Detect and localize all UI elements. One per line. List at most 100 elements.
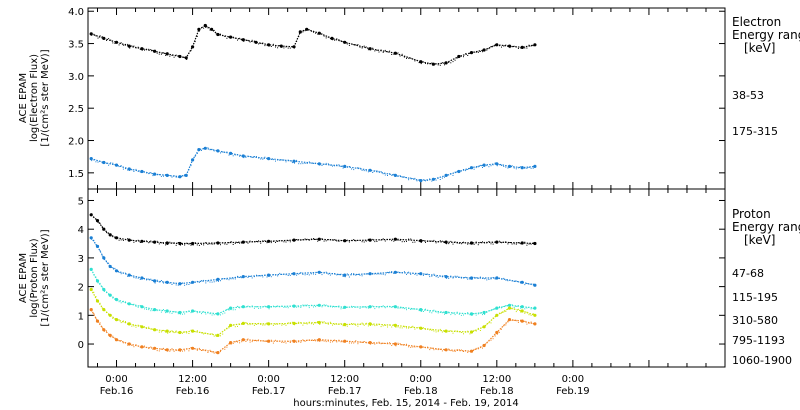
proton-series-3-sample — [302, 324, 304, 326]
proton-series-4-sample — [532, 323, 534, 324]
proton-series-0-sample — [110, 233, 112, 235]
proton-series-0-sample — [163, 242, 164, 244]
proton-series-3-sample — [228, 327, 230, 329]
proton-series-3-sample — [437, 331, 439, 333]
electron-series-1-sample — [198, 149, 200, 151]
proton-series-3-sample — [224, 329, 226, 331]
proton-series-3-sample — [530, 314, 532, 316]
proton-series-1-sample — [380, 273, 382, 275]
proton-series-3-sample — [329, 321, 331, 323]
proton-series-3-sample — [116, 318, 118, 320]
electron-series-0-sample — [243, 40, 245, 42]
proton-series-2-point — [368, 305, 372, 309]
electron-series-0-sample — [156, 52, 158, 54]
proton-series-2-sample — [275, 306, 276, 308]
proton-series-2-sample — [294, 306, 295, 308]
proton-series-1-sample — [399, 272, 401, 274]
proton-series-1-sample — [91, 238, 93, 240]
proton-series-1-sample — [460, 277, 462, 279]
proton-series-1-sample — [382, 273, 384, 275]
proton-series-2-sample — [133, 303, 135, 305]
proton-series-4-sample — [167, 350, 169, 352]
electron-series-1-sample — [277, 159, 279, 161]
proton-series-2-sample — [203, 311, 205, 313]
proton-series-0-sample — [422, 240, 424, 242]
electron-series-0-sample — [190, 50, 192, 52]
electron-series-1-sample — [224, 151, 226, 153]
proton-series-1-sample — [137, 277, 139, 279]
electron-series-1-sample — [237, 154, 238, 156]
electron-series-1-sample — [289, 160, 291, 162]
proton-series-1-sample — [522, 281, 524, 283]
proton-series-4-sample — [146, 347, 148, 348]
electron-series-1-sample — [129, 170, 131, 171]
proton-series-4-sample — [186, 348, 188, 350]
electron-series-1-sample — [249, 156, 251, 157]
proton-series-3-sample — [291, 321, 293, 323]
electron-series-0-sample — [463, 56, 464, 58]
proton-series-2-sample — [266, 306, 268, 308]
proton-series-3-sample — [217, 334, 219, 336]
electron-series-1-sample — [173, 175, 175, 177]
proton-series-2-sample — [479, 312, 481, 314]
electron-plot-frame — [87, 7, 726, 190]
electron-series-1-point — [89, 157, 93, 161]
proton-series-4-sample — [344, 340, 346, 342]
electron-series-1-sample — [226, 151, 228, 153]
proton-series-1-sample — [346, 273, 348, 275]
proton-series-1-sample — [420, 274, 422, 275]
proton-series-2-sample — [513, 306, 515, 308]
proton-series-3-sample — [268, 324, 270, 326]
proton-series-1-sample — [108, 262, 110, 264]
proton-series-2-sample — [300, 306, 302, 308]
proton-series-1-sample — [251, 277, 253, 279]
electron-series-0-sample — [353, 44, 355, 46]
electron-series-0-sample — [429, 63, 431, 65]
proton-series-4-sample — [454, 351, 456, 352]
proton-series-4-sample — [490, 339, 492, 341]
electron-series-0-sample — [380, 49, 382, 51]
xtick-time-label: 0:00 — [410, 374, 432, 385]
proton-series-4-sample — [456, 349, 458, 351]
proton-series-1-sample — [416, 274, 418, 276]
proton-series-2-sample — [456, 311, 458, 313]
x-axis-title: hours:minutes, Feb. 15, 2014 - Feb. 19, … — [293, 398, 518, 409]
proton-series-3-sample — [317, 321, 319, 322]
proton-series-4-sample — [334, 339, 336, 341]
proton-series-4-sample — [327, 340, 329, 342]
proton-series-3-sample — [230, 324, 232, 326]
proton-series-4-sample — [384, 343, 386, 344]
proton-series-2-sample — [469, 314, 471, 316]
proton-series-0-sample — [125, 239, 126, 241]
proton-series-2-sample — [488, 310, 490, 312]
proton-series-2-sample — [397, 307, 399, 309]
proton-series-4-sample — [313, 340, 314, 341]
electron-series-0-sample — [482, 51, 483, 53]
proton-series-0-sample — [310, 238, 312, 240]
proton-series-1-sample — [237, 275, 238, 277]
proton-series-2-sample — [325, 304, 327, 306]
proton-series-0-sample — [220, 244, 221, 246]
proton-series-3-sample — [463, 333, 464, 335]
proton-series-4-sample — [179, 350, 181, 352]
proton-series-4-sample — [355, 340, 357, 342]
electron-series-0-sample — [524, 47, 526, 49]
electron-series-0-sample — [332, 39, 333, 41]
electron-series-0-sample — [171, 54, 173, 56]
proton-series-0-sample — [118, 239, 120, 241]
proton-series-1-sample — [412, 272, 414, 274]
proton-series-2-sample — [454, 314, 456, 316]
proton-series-2-sample — [241, 306, 243, 308]
electron-legend-unit: [keV] — [744, 41, 775, 55]
electron-series-1-sample — [319, 164, 321, 166]
proton-series-4-sample — [406, 343, 407, 345]
electron-series-1-sample — [323, 163, 325, 165]
electron-series-0-sample — [321, 33, 323, 35]
proton-series-2-sample — [302, 304, 304, 306]
proton-series-1-sample — [505, 279, 507, 281]
proton-series-2-sample — [515, 305, 517, 307]
proton-series-1-sample — [125, 272, 126, 274]
electron-series-0-sample — [108, 38, 110, 40]
proton-series-2-sample — [528, 306, 530, 308]
proton-series-1-sample — [456, 275, 458, 277]
